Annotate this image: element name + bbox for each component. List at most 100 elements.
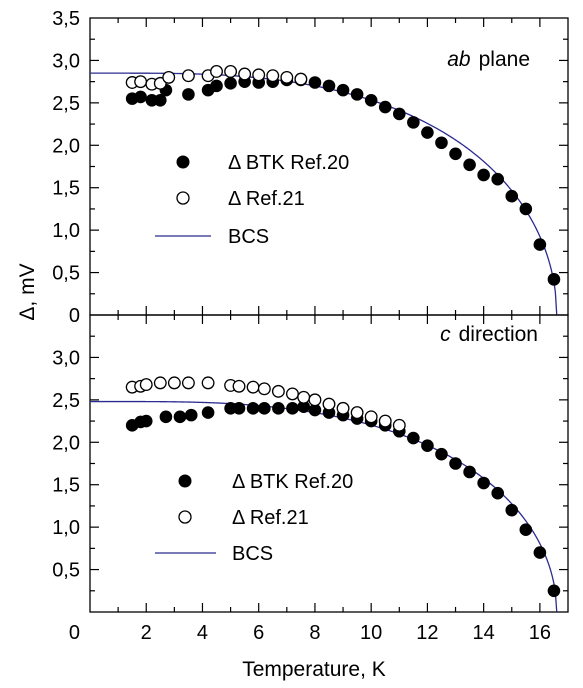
ref21-point xyxy=(232,379,246,393)
btk-point xyxy=(533,238,547,251)
ref21-point xyxy=(280,70,294,84)
x-tick-label: 2 xyxy=(141,622,152,644)
legend-bottom-btk-label: Δ BTK Ref.20 xyxy=(232,471,353,493)
panel-label-c-italic: c xyxy=(440,323,451,346)
x-axis-title: Temperature, K xyxy=(242,658,386,681)
y-tick-label: 0 xyxy=(69,622,80,644)
y-tick-label: 2,0 xyxy=(52,432,80,454)
panel-label-ab: ab plane xyxy=(447,48,530,71)
ref21-point xyxy=(285,387,299,401)
legend-bottom-bcs-label: BCS xyxy=(232,543,273,565)
x-tick-label: 10 xyxy=(360,622,382,644)
btk-point xyxy=(159,410,173,424)
ref21-point xyxy=(364,410,378,424)
legend-bottom: Δ BTK Ref.20 Δ Ref.21 BCS xyxy=(155,471,353,565)
btk-point xyxy=(449,457,462,470)
y-tick-label: 3,5 xyxy=(52,8,80,30)
bcs-curve-0 xyxy=(90,72,558,316)
btk-point xyxy=(533,546,547,559)
ref21-point xyxy=(266,69,280,83)
ref21-point xyxy=(167,376,181,390)
y-tick-label: 2,5 xyxy=(52,390,80,412)
plot-layer: 0 0,5 1,0 1,5 2,0 2,5 3,0 3,5 2 4 6 8 10 12 14 16 0 0,5 1,… xyxy=(52,8,569,644)
bcs-curve-1 xyxy=(90,400,558,613)
legend-bottom-ref21-label: Δ Ref.21 xyxy=(232,507,309,529)
btk-point xyxy=(491,486,505,500)
btk-point xyxy=(286,402,299,415)
y-tick-label: 0 xyxy=(69,305,80,327)
btk-point xyxy=(182,88,195,101)
ref21-point xyxy=(238,67,252,81)
panel-label-c-rest: direction xyxy=(459,323,538,346)
btk-point xyxy=(449,147,462,161)
btk-point xyxy=(272,402,285,415)
ref21-point xyxy=(257,382,271,396)
btk-point xyxy=(407,431,420,445)
plot-frame-1 xyxy=(89,314,569,613)
btk-point xyxy=(336,83,350,97)
btk-point xyxy=(139,414,153,428)
ref21-point xyxy=(294,72,308,86)
btk-point xyxy=(463,465,476,479)
btk-point xyxy=(421,126,434,139)
ref21-point xyxy=(246,380,260,394)
ref21-point xyxy=(162,70,176,84)
btk-point xyxy=(378,100,392,114)
y-tick-label: 1,0 xyxy=(52,517,80,539)
ref21-point xyxy=(271,384,285,398)
ref21-point xyxy=(350,406,364,420)
legend-top-open-marker xyxy=(176,191,190,205)
legend-bottom-open-marker xyxy=(178,510,192,524)
ref21-point xyxy=(134,75,148,89)
btk-point xyxy=(407,116,420,129)
legend-top: Δ BTK Ref.20 Δ Ref.21 BCS xyxy=(155,152,349,248)
btk-point xyxy=(246,402,260,415)
y-axis-title: Δ, mV xyxy=(16,263,39,320)
ref21-point xyxy=(378,414,392,428)
btk-point xyxy=(477,168,490,182)
x-tick-label: 6 xyxy=(253,622,264,644)
y-tick-label: 2,0 xyxy=(52,135,80,157)
y-tick-label: 3,0 xyxy=(52,50,80,72)
legend-top-filled-marker xyxy=(176,155,190,169)
ref21-point xyxy=(181,69,195,83)
ref21-point xyxy=(297,390,311,404)
btk-point xyxy=(435,447,448,461)
y-tick-label: 0,5 xyxy=(52,263,80,285)
btk-point xyxy=(210,79,223,93)
y-tick-label: 1,0 xyxy=(52,220,80,242)
btk-point xyxy=(224,77,237,90)
ref21-point xyxy=(252,68,266,82)
ref21-point xyxy=(153,376,167,390)
btk-point xyxy=(547,273,561,286)
btk-point xyxy=(519,523,533,536)
legend-top-bcs-label: BCS xyxy=(228,226,269,248)
btk-point xyxy=(258,402,271,415)
ref21-point xyxy=(210,65,223,78)
legend-bottom-filled-marker xyxy=(178,474,192,488)
y-tick-label: 2,5 xyxy=(52,93,80,115)
x-tick-label: 14 xyxy=(473,622,495,644)
y-tick-label: 3,0 xyxy=(52,347,80,369)
ref21-point xyxy=(336,401,350,415)
x-tick-label: 8 xyxy=(309,622,320,644)
y-tick-label: 1,5 xyxy=(52,475,80,497)
btk-point xyxy=(505,503,519,517)
y-tick-label: 0,5 xyxy=(52,560,80,582)
btk-point xyxy=(173,410,187,424)
ref21-point xyxy=(322,397,336,411)
btk-point xyxy=(184,408,198,422)
btk-point xyxy=(322,79,336,93)
ref21-point xyxy=(224,65,238,78)
x-tick-label: 4 xyxy=(197,622,208,644)
ref21-point xyxy=(201,376,215,390)
btk-point xyxy=(201,406,215,419)
btk-point xyxy=(547,584,561,598)
panel-label-ab-italic: ab xyxy=(447,48,471,71)
ref21-point xyxy=(181,376,195,390)
btk-point xyxy=(232,402,246,415)
btk-point xyxy=(505,189,519,203)
legend-top-btk-label: Δ BTK Ref.20 xyxy=(228,152,349,174)
btk-point xyxy=(350,88,364,101)
